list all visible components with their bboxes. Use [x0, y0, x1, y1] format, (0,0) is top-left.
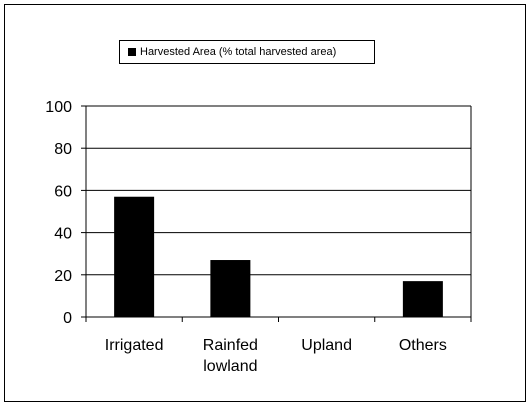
- bar: [210, 260, 251, 317]
- legend-swatch: [128, 48, 136, 56]
- x-tick-label: lowland: [203, 358, 257, 375]
- y-tick-label: 80: [54, 141, 72, 158]
- y-tick-label: 20: [54, 268, 72, 285]
- x-tick-label: Others: [399, 337, 447, 354]
- y-tick-label: 40: [54, 226, 72, 243]
- x-tick-label: Upland: [301, 337, 352, 354]
- chart-frame: [4, 4, 526, 402]
- y-tick-label: 100: [45, 99, 72, 116]
- y-tick-label: 60: [54, 183, 72, 200]
- x-tick-label: Irrigated: [105, 337, 164, 354]
- bar: [114, 196, 155, 317]
- bar: [402, 281, 443, 317]
- x-tick-label: Rainfed: [203, 337, 258, 354]
- legend-label: Harvested Area (% total harvested area): [140, 46, 337, 58]
- y-tick-label: 0: [63, 310, 72, 327]
- legend: Harvested Area (% total harvested area): [119, 40, 375, 64]
